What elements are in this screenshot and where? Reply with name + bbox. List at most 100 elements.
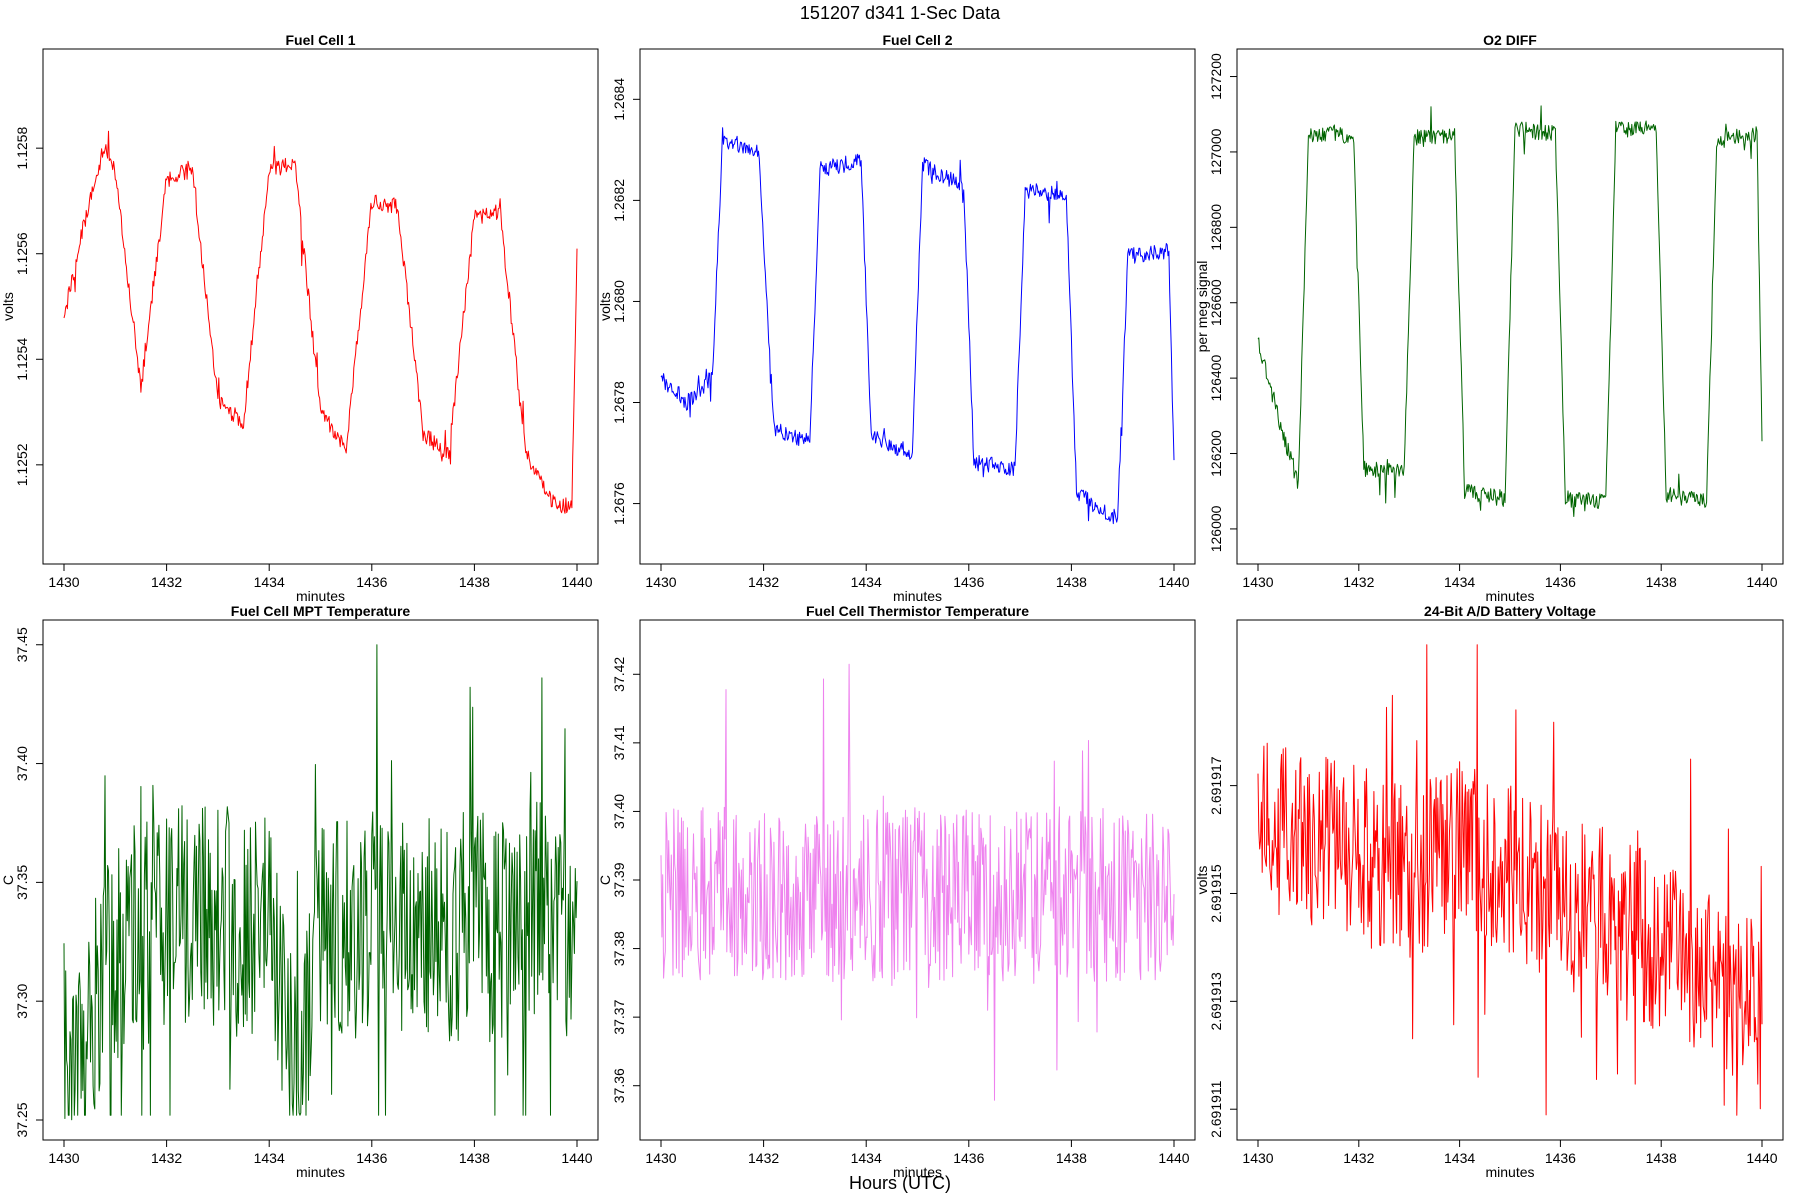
x-tick-label: 1432 <box>151 1150 182 1166</box>
series-line <box>1257 644 1763 1116</box>
x-tick-label: 1430 <box>1242 574 1273 590</box>
x-axis-label: minutes <box>1485 1164 1534 1180</box>
y-tick-label: 37.30 <box>14 983 30 1018</box>
x-tick-label: 1440 <box>561 574 592 590</box>
x-tick-label: 1430 <box>48 1150 79 1166</box>
x-tick-label: 1430 <box>645 1150 676 1166</box>
y-tick-label: 37.40 <box>611 794 627 829</box>
x-axis-label: minutes <box>296 1164 345 1180</box>
y-tick-label: 2.691915 <box>1208 864 1224 923</box>
x-tick-label: 1436 <box>953 574 984 590</box>
y-tick-label: 37.41 <box>611 725 627 760</box>
plot-frame <box>42 48 599 565</box>
x-tick-label: 1432 <box>748 574 779 590</box>
panel-1: Fuel Cell 1 1430 1432 1434 1436 1438 1440 minut… <box>0 32 599 604</box>
panel-6: 24-Bit A/D Battery Voltage 1430 1432 1434 14… <box>1194 603 1784 1180</box>
series-line <box>660 663 1175 1101</box>
series-line <box>63 130 578 514</box>
x-axis-label: minutes <box>893 588 942 604</box>
y-tick-label: 37.38 <box>611 931 627 966</box>
x-tick-label: 1438 <box>459 1150 490 1166</box>
y-tick-label: 126000 <box>1208 505 1224 552</box>
y-tick-label: 127200 <box>1208 53 1224 100</box>
figure-title: 151207 d341 1-Sec Data <box>800 3 1001 23</box>
x-tick-label: 1436 <box>356 574 387 590</box>
x-tick-label: 1438 <box>1646 1150 1677 1166</box>
y-tick-label: 126600 <box>1208 279 1224 326</box>
panel-3: O2 DIFF 1430 1432 1434 1436 1438 1440 minutes 12… <box>1194 32 1784 604</box>
x-tick-label: 1434 <box>1444 574 1475 590</box>
x-tick-label: 1430 <box>48 574 79 590</box>
x-tick-label: 1434 <box>254 1150 285 1166</box>
x-tick-label: 1440 <box>1158 1150 1189 1166</box>
y-tick-label: 126200 <box>1208 430 1224 477</box>
y-tick-label: 37.25 <box>14 1102 30 1137</box>
panel-4: Fuel Cell MPT Temperature 1430 1432 1434 143… <box>0 603 599 1180</box>
y-tick-label: 37.36 <box>611 1068 627 1103</box>
y-tick-label: 2.691917 <box>1208 756 1224 815</box>
series-line <box>660 127 1175 525</box>
y-tick-label: 2.691911 <box>1208 1080 1224 1138</box>
y-tick-label: 37.37 <box>611 999 627 1034</box>
y-axis-label: volts <box>1194 866 1210 895</box>
x-axis-label: minutes <box>1485 588 1534 604</box>
x-tick-label: 1436 <box>1545 574 1576 590</box>
y-tick-label: 126800 <box>1208 204 1224 251</box>
x-tick-label: 1432 <box>1343 1150 1374 1166</box>
y-tick-label: 1.1252 <box>14 443 30 486</box>
x-tick-label: 1434 <box>254 574 285 590</box>
x-tick-label: 1438 <box>459 574 490 590</box>
x-tick-label: 1434 <box>851 1150 882 1166</box>
y-tick-label: 1.2678 <box>611 381 627 424</box>
x-tick-label: 1436 <box>1545 1150 1576 1166</box>
y-axis-label: volts <box>0 292 16 321</box>
y-tick-label: 37.35 <box>14 865 30 900</box>
panel-5: Fuel Cell Thermistor Temperature 1430 1432… <box>597 603 1196 1180</box>
y-tick-label: 1.1258 <box>14 127 30 170</box>
x-tick-label: 1438 <box>1056 574 1087 590</box>
x-axis-label: minutes <box>893 1164 942 1180</box>
panel-2: Fuel Cell 2 1430 1432 1434 1436 1438 1440 minut… <box>597 32 1196 604</box>
x-tick-label: 1440 <box>1158 574 1189 590</box>
x-tick-label: 1434 <box>851 574 882 590</box>
x-tick-label: 1432 <box>151 574 182 590</box>
x-tick-label: 1440 <box>1746 574 1777 590</box>
y-tick-label: 2.691913 <box>1208 972 1224 1031</box>
panel-title: Fuel Cell 1 <box>285 32 355 48</box>
y-tick-label: 1.2680 <box>611 280 627 323</box>
x-tick-label: 1436 <box>953 1150 984 1166</box>
panel-title: Fuel Cell 2 <box>882 32 952 48</box>
y-tick-label: 37.40 <box>14 746 30 781</box>
y-axis-label: volts <box>597 292 613 321</box>
x-tick-label: 1434 <box>1444 1150 1475 1166</box>
y-axis-label: per meg signal <box>1194 261 1210 353</box>
x-tick-label: 1438 <box>1056 1150 1087 1166</box>
y-axis-label: C <box>597 875 613 885</box>
y-tick-label: 1.1256 <box>14 232 30 275</box>
x-tick-label: 1430 <box>645 574 676 590</box>
y-tick-label: 37.42 <box>611 657 627 692</box>
y-tick-label: 127000 <box>1208 128 1224 175</box>
series-line <box>63 644 578 1121</box>
y-tick-label: 1.2684 <box>611 78 627 121</box>
y-tick-label: 1.2682 <box>611 179 627 222</box>
x-tick-label: 1436 <box>356 1150 387 1166</box>
x-tick-label: 1432 <box>748 1150 779 1166</box>
x-tick-label: 1440 <box>1746 1150 1777 1166</box>
x-tick-label: 1438 <box>1646 574 1677 590</box>
y-axis-label: C <box>0 875 16 885</box>
x-tick-label: 1440 <box>561 1150 592 1166</box>
panel-title: O2 DIFF <box>1483 32 1537 48</box>
panel-title: Fuel Cell MPT Temperature <box>231 603 411 619</box>
x-tick-label: 1430 <box>1242 1150 1273 1166</box>
series-line <box>1257 105 1763 517</box>
x-axis-label: minutes <box>296 588 345 604</box>
y-tick-label: 37.45 <box>14 627 30 662</box>
y-tick-label: 37.39 <box>611 862 627 897</box>
panel-title: 24-Bit A/D Battery Voltage <box>1424 603 1596 619</box>
figure-bottom-label: Hours (UTC) <box>849 1173 951 1193</box>
y-tick-label: 1.1254 <box>14 338 30 381</box>
x-tick-label: 1432 <box>1343 574 1374 590</box>
panel-title: Fuel Cell Thermistor Temperature <box>806 603 1029 619</box>
